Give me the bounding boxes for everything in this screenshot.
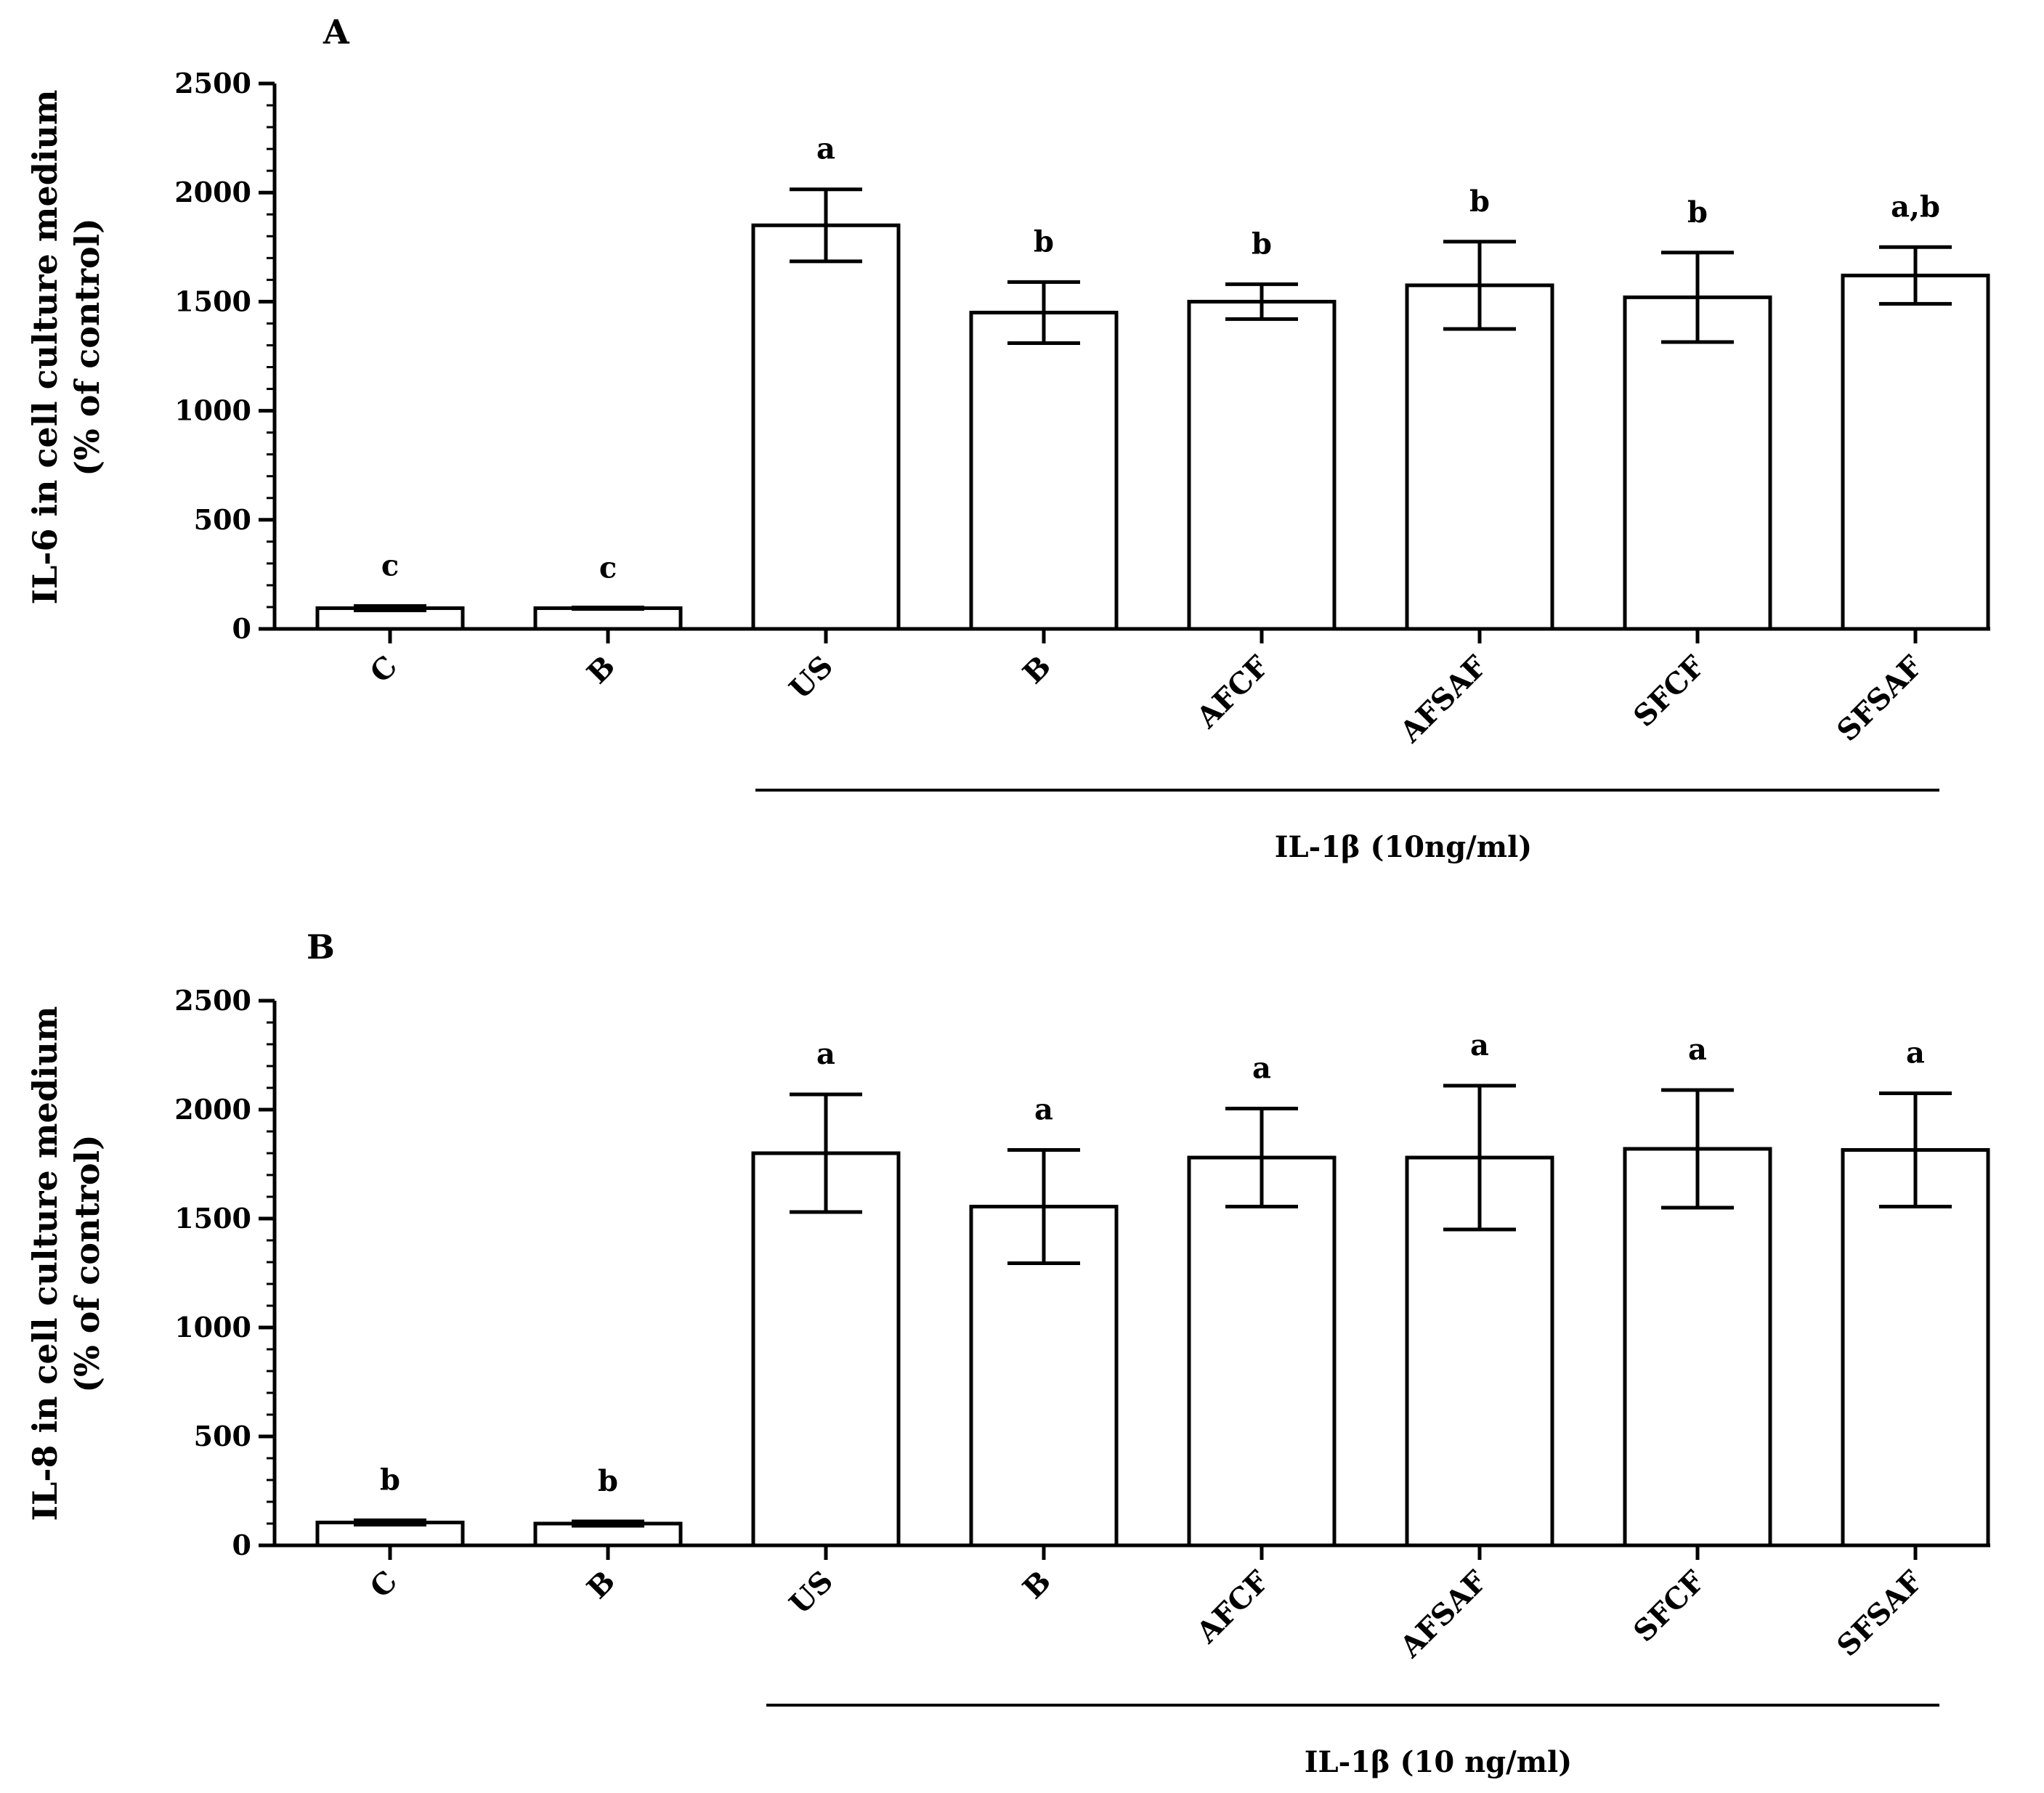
panel-a-category-label: SFCF [1627,649,1711,733]
panel-a-error-bar [1443,240,1516,331]
panel-b-error-bar [1443,1083,1516,1232]
panel-a-y-axis-title: IL-6 in cell culture medium (% of contro… [25,90,107,605]
panel-b-significance-letter: a [1906,1036,1925,1070]
panel-a-error-bar [1879,245,1952,306]
panel-a-label: A [323,12,350,52]
panel-b-y-tick-label: 1000 [174,1311,251,1343]
panel-b-label: B [307,927,335,967]
panel-b-y-tick-label: 500 [194,1420,251,1452]
panel-a-y-tick-label: 1000 [174,394,251,427]
panel-a-bar-sfsaf [1841,273,1990,631]
panel-a-category-label: C [363,649,404,690]
panel-a-significance-letter: b [1034,224,1054,259]
panel-a-y-tick-label: 0 [232,612,251,645]
panel-a-error-bar [1007,280,1080,345]
panel-b-significance-letter: a [1034,1093,1053,1127]
panel-a-significance-letter: c [381,548,399,582]
panel-a-bar-b [533,606,683,631]
panel-a-category-label: B [1016,649,1058,691]
panel-a-category-label: US [783,649,840,706]
panel-a-y-tick-label: 2500 [174,67,251,99]
panel-b-category-label: B [1016,1564,1058,1606]
panel-a-y-tick-label: 2000 [174,176,251,208]
panel-a-category-label: SFSAF [1830,649,1929,748]
panel-a-bar-us [751,223,901,631]
panel-a-significance-letter: b [1252,227,1272,261]
panel-b-bar-sfcf [1623,1147,1772,1548]
panel-a-error-bar [790,187,862,264]
panel-a-error-bar [354,603,426,612]
panel-a-error-bar [1661,251,1734,344]
panel-b-y-tick-label: 1500 [174,1202,251,1235]
panel-b: B IL-8 in cell culture medium (% of cont… [25,927,1990,1779]
panel-b-category-label: AFSAF [1393,1564,1493,1664]
panel-b-y-axis-title: IL-8 in cell culture medium (% of contro… [25,1007,107,1521]
panel-b-bar-sfsaf [1841,1148,1990,1548]
panel-a-y-tick-label: 500 [194,503,251,536]
panel-a-category-label: B [580,649,622,691]
panel-b-y-tick-label: 2000 [174,1093,251,1126]
panel-a-significance-letter: b [1469,184,1490,219]
panel-a-error-bar [1225,282,1298,321]
panel-a-bar-sfcf [1623,295,1772,631]
panel-b-significance-letter: a [1470,1028,1489,1062]
panel-b-significance-letter: a [1688,1033,1707,1067]
panel-b-category-label: AFCF [1190,1564,1276,1651]
panel-a-significance-letter: b [1687,195,1708,229]
panel-a-bar-afcf [1187,299,1337,631]
panel-a-category-label: AFSAF [1393,649,1493,749]
panel-b-category-label: SFSAF [1830,1564,1929,1663]
panel-a-significance-letter: a,b [1891,190,1940,224]
panel-a-significance-letter: c [599,550,617,585]
panel-b-ylabel-line1: IL-8 in cell culture medium [25,1007,65,1521]
panel-b-error-bar [1007,1148,1080,1265]
panel-b-error-bar [1225,1107,1298,1208]
panel-a: A IL-6 in cell culture medium (% of cont… [25,12,1990,864]
panel-b-error-bar [790,1092,862,1214]
panel-b-significance-letter: b [380,1463,400,1497]
panel-b-error-bar [354,1518,426,1526]
panel-b-error-bar [1661,1088,1734,1210]
panel-b-y-tick-label: 2500 [174,984,251,1017]
panel-b-bar-afcf [1187,1155,1337,1548]
panel-b-category-label: SFCF [1627,1564,1711,1648]
panel-b-group-label: IL-1β (10 ng/ml) [1305,1745,1572,1779]
panel-a-group-label: IL-1β (10ng/ml) [1275,830,1532,864]
panel-a-ylabel-line2: (% of control) [68,218,107,476]
panel-b-significance-letter: a [1252,1052,1271,1086]
panel-a-category-label: AFCF [1190,649,1276,736]
panel-a-ylabel-line1: IL-6 in cell culture medium [25,90,65,605]
panel-b-category-label: B [580,1564,622,1606]
panel-b-significance-letter: a [816,1037,835,1071]
panel-a-bar-b [969,310,1119,631]
panel-a-y-tick-label: 1500 [174,285,251,317]
panel-a-significance-letter: a [816,132,835,166]
panel-b-category-label: C [363,1564,404,1605]
panel-b-significance-letter: b [598,1464,618,1498]
panel-b-error-bar [1879,1091,1952,1208]
panel-b-y-tick-label: 0 [232,1529,251,1561]
panel-b-category-label: US [783,1564,840,1621]
panel-a-bar-afsaf [1405,283,1554,631]
panel-b-ylabel-line2: (% of control) [68,1134,107,1393]
panel-b-error-bar [572,1519,644,1528]
